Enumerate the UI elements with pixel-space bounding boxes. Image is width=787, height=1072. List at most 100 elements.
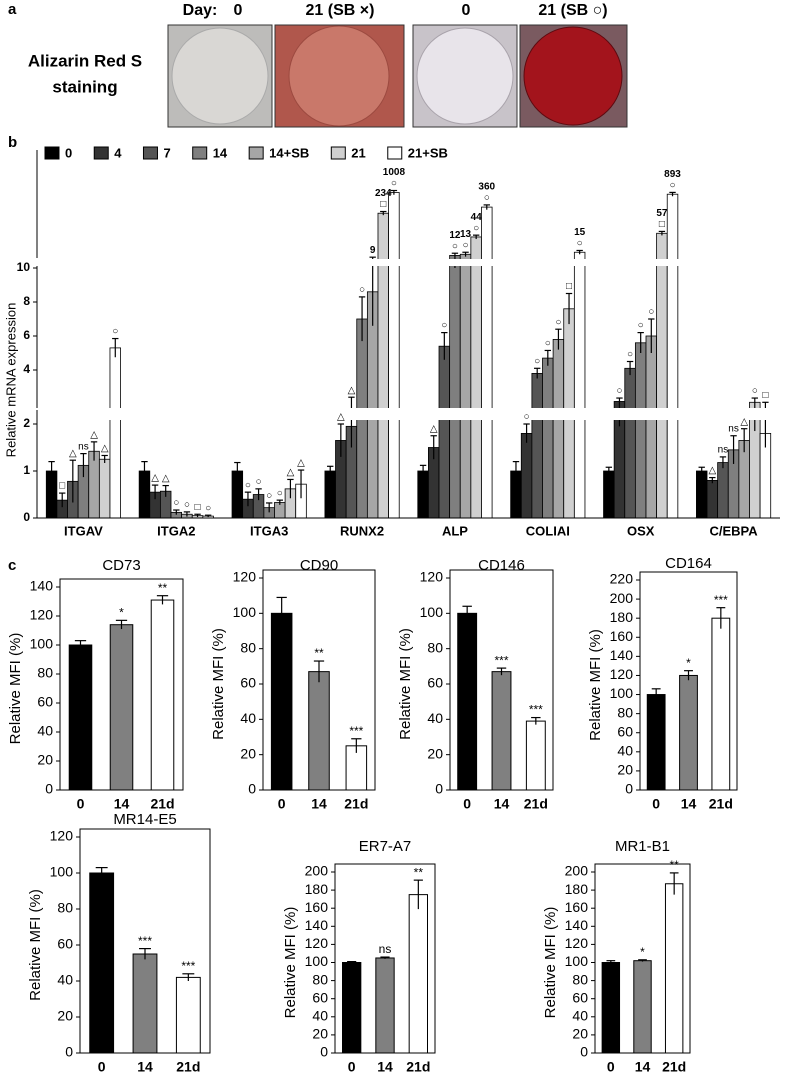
y-tick-label: 20 xyxy=(617,762,633,778)
error-bar xyxy=(337,423,345,457)
chart-title: CD90 xyxy=(300,557,338,574)
error-bar xyxy=(351,738,362,753)
y-tick-label: 100 xyxy=(305,953,329,969)
x-tick-label: 21d xyxy=(150,796,174,812)
x-tick-label: ITGAV xyxy=(64,523,103,538)
value-label: 44 xyxy=(471,212,483,223)
significance-marker: △ xyxy=(337,412,345,423)
y-tick-label: 40 xyxy=(617,743,633,759)
error-bar xyxy=(512,461,520,481)
y-tick-label: 60 xyxy=(427,675,443,691)
bar xyxy=(132,953,158,1054)
column-label: 21 (SB ○) xyxy=(538,2,607,19)
y-tick-label: 160 xyxy=(565,899,589,915)
error-bar xyxy=(606,960,616,965)
mfi-chart: c CD73 Relative MFI (%) 0 20 40 60 80 100 120 140 0… xyxy=(7,557,184,812)
y-tick-label: 220 xyxy=(610,571,634,587)
error-bar xyxy=(698,466,705,475)
error-bar xyxy=(313,660,325,683)
error-bar xyxy=(101,454,108,464)
significance-marker: ○ xyxy=(638,320,644,331)
y-tick-label: 60 xyxy=(37,694,53,710)
row-label: staining xyxy=(52,77,117,96)
error-bar xyxy=(626,360,634,376)
x-tick-label: 21d xyxy=(524,796,548,812)
legend-label: 14 xyxy=(213,145,228,160)
significance-label: * xyxy=(686,656,691,670)
y-tick-label: 40 xyxy=(37,723,53,739)
significance-marker: ○ xyxy=(359,285,365,296)
y-tick-label: 80 xyxy=(312,971,328,987)
bar xyxy=(679,674,698,791)
significance-marker: △ xyxy=(69,448,77,459)
y-tick-label: 20 xyxy=(37,752,53,768)
significance-label: ** xyxy=(414,865,424,879)
error-bar xyxy=(327,465,334,476)
break-gap xyxy=(34,259,783,266)
plot-frame xyxy=(639,571,738,791)
value-label: 234 xyxy=(375,188,392,199)
significance-marker: ○ xyxy=(616,386,622,397)
error-bar xyxy=(523,423,530,443)
x-tick-label: ITGA2 xyxy=(157,523,195,538)
error-bar xyxy=(162,484,169,497)
significance-label: *** xyxy=(181,959,195,973)
y-tick-label: 20 xyxy=(427,745,443,761)
error-bar xyxy=(531,716,541,725)
error-bar xyxy=(194,513,201,518)
significance-label: *** xyxy=(714,593,728,607)
y-tick-label: 80 xyxy=(427,639,443,655)
x-tick-label: ALP xyxy=(442,523,468,538)
value-label: 9 xyxy=(370,245,376,256)
significance-marker: ○ xyxy=(473,223,479,234)
x-tick-label: 21d xyxy=(709,796,733,812)
x-tick-label: 0 xyxy=(463,796,471,812)
error-bar xyxy=(95,866,108,879)
error-bar xyxy=(419,464,427,477)
significance-label: *** xyxy=(529,703,543,717)
y-tick-label: 2 xyxy=(23,416,30,430)
bar xyxy=(717,462,729,519)
significance-marker: □ xyxy=(380,199,386,210)
y-tick-label: 140 xyxy=(610,647,634,663)
y-tick-label: 60 xyxy=(240,675,256,691)
error-bar xyxy=(348,396,355,448)
y-tick-label: 0 xyxy=(435,781,443,797)
plot-frame xyxy=(59,578,184,791)
error-bar xyxy=(183,511,191,517)
column-label: 21 (SB ×) xyxy=(306,2,375,19)
error-bar xyxy=(605,466,613,475)
error-bar xyxy=(276,499,283,505)
error-bar xyxy=(204,514,212,518)
error-bar xyxy=(276,596,287,630)
error-bar xyxy=(48,461,55,481)
error-bar xyxy=(638,959,647,962)
y-axis-label: Relative MFI (%) xyxy=(397,628,414,740)
x-tick-label: RUNX2 xyxy=(340,523,384,538)
y-tick-label: 120 xyxy=(305,935,329,951)
error-bar xyxy=(59,492,66,508)
y-tick-label: 120 xyxy=(30,607,54,623)
significance-marker: △ xyxy=(90,430,98,441)
significance-marker: △ xyxy=(101,443,109,454)
column-label: 0 xyxy=(462,2,471,19)
legend-label: 4 xyxy=(114,145,122,160)
error-bar xyxy=(141,461,148,481)
significance-label: *** xyxy=(349,724,363,738)
error-bar xyxy=(719,456,727,469)
y-tick-label: 6 xyxy=(23,328,30,342)
y-tick-label: 40 xyxy=(427,710,443,726)
plot-frame xyxy=(449,569,554,791)
error-bar xyxy=(69,459,77,503)
error-bar xyxy=(534,367,541,379)
significance-marker: ns xyxy=(728,423,739,434)
x-tick-label: ITGA3 xyxy=(250,523,288,538)
y-tick-label: 40 xyxy=(57,972,73,988)
day-label: Day: xyxy=(183,2,218,19)
bar xyxy=(270,612,293,791)
y-tick-label: 120 xyxy=(420,569,444,585)
y-axis-label: Relative MFI (%) xyxy=(587,629,604,741)
